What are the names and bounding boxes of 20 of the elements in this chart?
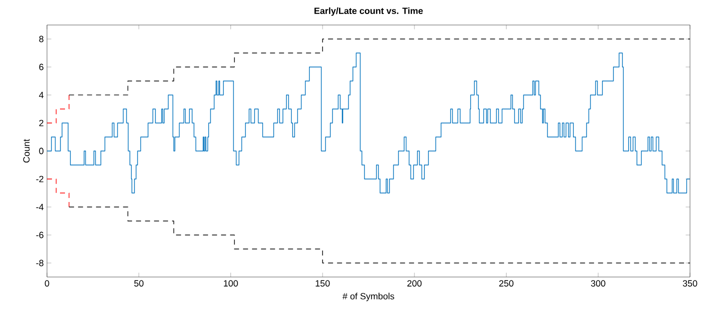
x-axis-title: # of Symbols bbox=[342, 292, 394, 302]
y-tick-label: 4 bbox=[39, 92, 44, 98]
x-tick-label: 150 bbox=[316, 280, 330, 287]
y-tick-label: 0 bbox=[39, 148, 44, 154]
chart-title: Early/Late count vs. Time bbox=[314, 7, 423, 16]
y-tick-label: -6 bbox=[36, 232, 44, 238]
y-tick-label: 8 bbox=[39, 36, 44, 42]
y-tick-label: -2 bbox=[36, 176, 44, 182]
x-tick-label: 350 bbox=[682, 280, 698, 287]
x-tick-label: 250 bbox=[499, 280, 514, 287]
x-tick-label: 0 bbox=[44, 280, 50, 287]
y-tick-label: 2 bbox=[39, 120, 44, 126]
y-tick-label: 6 bbox=[39, 64, 44, 70]
x-tick-label: 300 bbox=[590, 280, 606, 287]
x-tick-label: 200 bbox=[407, 280, 422, 287]
y-tick-label: -8 bbox=[36, 260, 44, 266]
y-axis-title: Count bbox=[23, 139, 30, 163]
y-tick-label: -4 bbox=[36, 204, 44, 210]
x-tick-label: 100 bbox=[224, 280, 238, 287]
x-tick-label: 50 bbox=[134, 280, 144, 287]
